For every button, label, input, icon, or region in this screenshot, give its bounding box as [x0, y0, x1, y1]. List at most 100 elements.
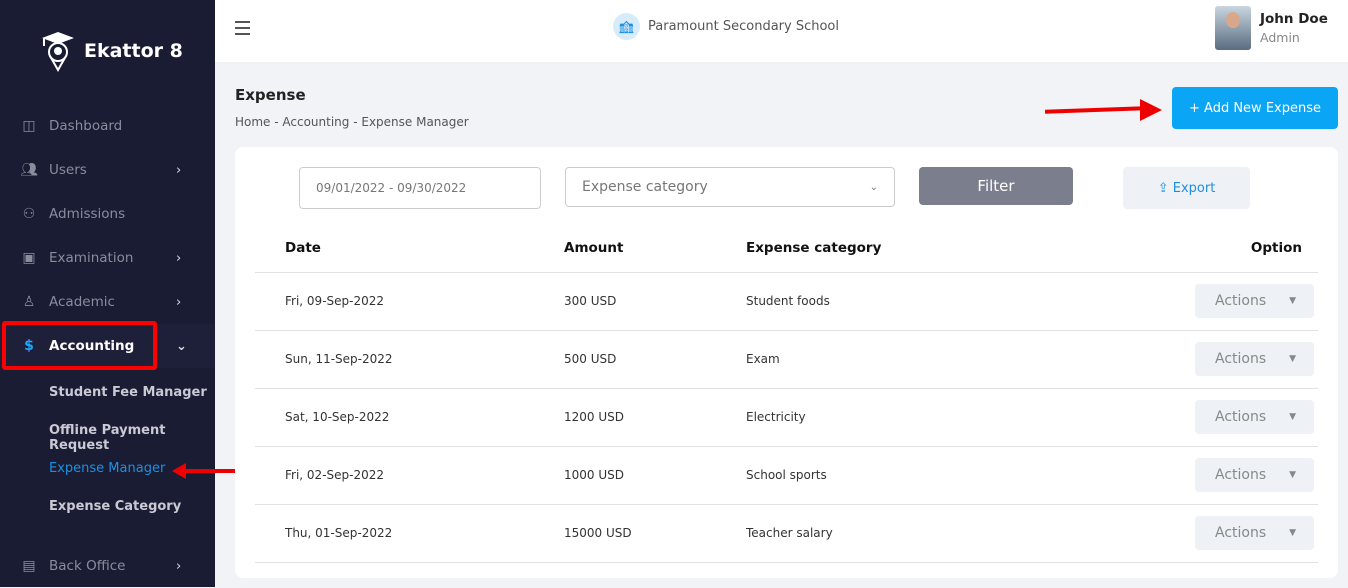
expense-category-select[interactable]: Expense category ⌄	[565, 167, 895, 207]
caret-down-icon: ▼	[1289, 470, 1296, 480]
accounting-highlight-box	[2, 321, 157, 370]
grid-icon: ◫	[22, 118, 36, 134]
row-divider	[255, 330, 1318, 331]
sidebar-item-dashboard[interactable]: ◫ Dashboard	[0, 104, 215, 148]
page-title: Expense	[235, 86, 306, 104]
cell-amount: 300 USD	[564, 294, 617, 308]
caret-down-icon: ▼	[1289, 528, 1296, 538]
cell-amount: 500 USD	[564, 352, 617, 366]
avatar	[1215, 6, 1251, 50]
cell-amount: 1200 USD	[564, 410, 624, 424]
column-header-amount: Amount	[564, 240, 624, 256]
sidebar-item-examination[interactable]: ▣ Examination ›	[0, 236, 215, 280]
menu-icon[interactable]	[235, 21, 250, 39]
cell-amount: 1000 USD	[564, 468, 624, 482]
chevron-right-icon: ›	[176, 558, 182, 574]
column-header-category: Expense category	[746, 240, 882, 256]
sidebar-item-label: Examination	[49, 250, 134, 266]
sidebar-item-back-office[interactable]: ▤ Back Office ›	[0, 544, 215, 588]
actions-dropdown-button[interactable]: Actions ▼	[1195, 400, 1314, 434]
cell-date: Thu, 01-Sep-2022	[285, 526, 393, 540]
filter-button[interactable]: Filter	[919, 167, 1073, 205]
annotation-arrowhead	[172, 463, 186, 479]
caret-down-icon: ▼	[1289, 354, 1296, 364]
actions-label: Actions	[1215, 467, 1267, 483]
export-button[interactable]: ⇪ Export	[1123, 167, 1250, 209]
cell-amount: 15000 USD	[564, 526, 632, 540]
cell-date: Fri, 02-Sep-2022	[285, 468, 385, 482]
sidebar-item-users[interactable]: 👥︎ Users ›	[0, 148, 215, 192]
cell-category: Teacher salary	[746, 526, 833, 540]
actions-label: Actions	[1215, 525, 1267, 541]
school-label: Paramount Secondary School	[648, 19, 839, 34]
logo[interactable]: Ekattor 8	[40, 30, 183, 72]
chevron-right-icon: ›	[176, 162, 182, 178]
column-header-option: Option	[1250, 240, 1302, 256]
school-icon: 🏫︎	[613, 13, 640, 40]
cell-date: Sun, 11-Sep-2022	[285, 352, 393, 366]
user-name: John Doe	[1260, 11, 1328, 27]
row-divider	[255, 388, 1318, 389]
column-header-date: Date	[285, 240, 321, 256]
sidebar-subitem-expense-manager[interactable]: Expense Manager	[49, 461, 166, 476]
cell-category: Electricity	[746, 410, 806, 424]
expense-card: 09/01/2022 - 09/30/2022 Expense category…	[235, 147, 1338, 578]
exam-icon: ▣	[22, 250, 36, 266]
upload-icon: ⇪	[1157, 180, 1173, 196]
actions-label: Actions	[1215, 351, 1267, 367]
caret-down-icon: ▼	[1289, 296, 1296, 306]
chevron-down-icon: ⌄	[176, 338, 187, 354]
sidebar-item-label: Admissions	[49, 206, 126, 222]
cell-category: Exam	[746, 352, 780, 366]
actions-dropdown-button[interactable]: Actions ▼	[1195, 516, 1314, 550]
actions-label: Actions	[1215, 409, 1267, 425]
chevron-right-icon: ›	[176, 250, 182, 266]
row-divider	[255, 446, 1318, 447]
caret-down-icon: ▼	[1289, 412, 1296, 422]
sidebar-item-label: Academic	[49, 294, 115, 310]
cell-category: School sports	[746, 468, 827, 482]
sidebar-subitem-student-fee-manager[interactable]: Student Fee Manager	[49, 385, 207, 400]
sidebar-item-admissions[interactable]: ⚇ Admissions	[0, 192, 215, 236]
academic-icon: ♙	[22, 294, 36, 310]
user-role: Admin	[1260, 30, 1300, 45]
date-range-input[interactable]: 09/01/2022 - 09/30/2022	[299, 167, 541, 209]
actions-dropdown-button[interactable]: Actions ▼	[1195, 342, 1314, 376]
actions-label: Actions	[1215, 293, 1267, 309]
graduation-cap-icon	[42, 32, 74, 72]
row-divider	[255, 504, 1318, 505]
chevron-right-icon: ›	[176, 294, 182, 310]
actions-dropdown-button[interactable]: Actions ▼	[1195, 284, 1314, 318]
annotation-arrow	[182, 469, 242, 473]
sidebar-item-academic[interactable]: ♙ Academic ›	[0, 280, 215, 324]
annotation-arrowhead	[1140, 99, 1162, 121]
select-placeholder: Expense category	[582, 179, 708, 195]
sidebar-item-label: Back Office	[49, 558, 126, 574]
sidebar: Ekattor 8 ◫ Dashboard 👥︎ Users › ⚇ Admission…	[0, 0, 215, 587]
chevron-down-icon: ⌄	[869, 181, 878, 193]
sidebar-item-label: Users	[49, 162, 87, 178]
user-plus-icon: ⚇	[22, 206, 36, 222]
row-divider	[255, 562, 1318, 563]
briefcase-icon: ▤	[22, 558, 36, 574]
sidebar-subitem-expense-category[interactable]: Expense Category	[49, 499, 182, 514]
cell-category: Student foods	[746, 294, 830, 308]
top-header: 🏫︎ Paramount Secondary School John Doe Adm…	[215, 0, 1348, 62]
cell-date: Fri, 09-Sep-2022	[285, 294, 385, 308]
school-name: 🏫︎ Paramount Secondary School	[613, 13, 839, 40]
users-icon: 👥︎	[20, 162, 38, 178]
sidebar-item-label: Dashboard	[49, 118, 123, 134]
add-new-expense-button[interactable]: + Add New Expense	[1172, 87, 1338, 129]
sidebar-subitem-offline-payment-request[interactable]: Offline Payment Request	[49, 423, 166, 453]
cell-date: Sat, 10-Sep-2022	[285, 410, 390, 424]
sidebar-item-label: Accounting	[49, 338, 135, 354]
actions-dropdown-button[interactable]: Actions ▼	[1195, 458, 1314, 492]
brand-name: Ekattor 8	[84, 40, 183, 62]
sidebar-item-accounting[interactable]: $ Accounting ⌄	[0, 324, 215, 368]
user-menu[interactable]: John Doe Admin	[1215, 6, 1328, 50]
annotation-arrow	[1044, 106, 1146, 114]
accounting-icon: $	[24, 338, 34, 354]
breadcrumb: Home - Accounting - Expense Manager	[235, 115, 469, 129]
export-label: Export	[1172, 180, 1216, 196]
row-divider	[255, 272, 1318, 273]
